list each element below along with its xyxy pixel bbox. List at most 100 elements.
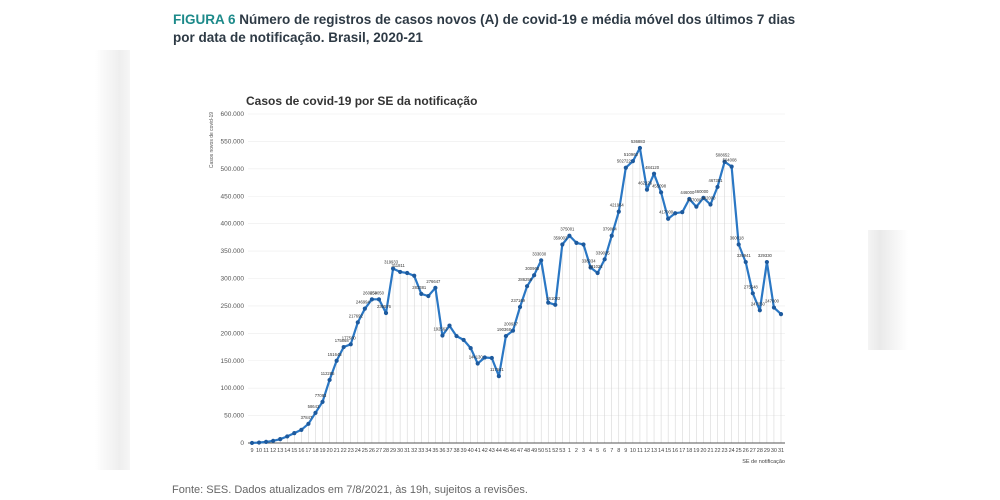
x-tick-label: 39 (461, 448, 467, 454)
x-tick-label: 40 (468, 448, 474, 454)
y-tick-labels: 0 50.000 100.000 150.000 200.000 250.000 300.0… (221, 111, 245, 447)
data-point (764, 259, 769, 265)
x-tick-label: 7 (610, 448, 613, 454)
data-label: 144130 (469, 354, 484, 359)
data-point (299, 427, 304, 432)
x-tick-label: 4 (589, 448, 592, 454)
data-label: 117641 (490, 367, 504, 372)
x-tick-label: 24 (729, 448, 735, 454)
data-point (320, 399, 325, 404)
source-note: Fonte: SES. Dados atualizados em 7/8/202… (172, 484, 528, 496)
y-tick-label: 550.000 (221, 138, 245, 145)
data-point (376, 297, 382, 302)
data-point (757, 308, 762, 313)
data-label: 200937 (504, 322, 519, 327)
x-tick-label: 27 (376, 448, 382, 454)
x-tick-label: 17 (305, 448, 311, 454)
data-point (433, 285, 438, 290)
data-label: 151645 (328, 352, 343, 357)
x-tick-label: 8 (617, 448, 620, 454)
data-label: 329330 (758, 253, 773, 258)
data-point (475, 361, 480, 366)
data-label: 58643 (308, 404, 320, 409)
data-point (588, 265, 593, 270)
x-tick-label: 13 (277, 448, 283, 454)
data-label: 437000 (687, 198, 702, 203)
data-label: 446000 (680, 190, 695, 195)
x-tick-label: 45 (503, 448, 509, 454)
data-label: 421964 (610, 203, 625, 208)
x-tick-label: 20 (327, 448, 333, 454)
x-tick-label: 15 (291, 448, 297, 454)
data-point (398, 269, 403, 275)
data-label: 460000 (694, 189, 709, 194)
data-point (630, 159, 635, 164)
data-point (278, 437, 283, 442)
x-tick-label: 18 (686, 448, 692, 454)
data-point (701, 195, 706, 200)
x-tick-label: 42 (482, 448, 488, 454)
data-point (341, 344, 346, 350)
x-tick-label: 53 (559, 448, 565, 454)
data-point (581, 242, 586, 247)
data-label: 467381 (709, 178, 724, 183)
x-tick-label: 31 (404, 448, 410, 454)
data-point (722, 159, 727, 164)
data-point (390, 266, 396, 271)
data-point (602, 257, 607, 262)
x-tick-label: 36 (439, 448, 445, 454)
data-label: 259050 (370, 290, 385, 295)
data-label: 300968 (525, 266, 540, 271)
x-tick-label: 33 (418, 448, 424, 454)
x-tick-label: 46 (510, 448, 516, 454)
y-tick-label: 500.000 (221, 166, 245, 173)
y-axis-label: Casos novos de covid-19 (209, 112, 215, 168)
data-point (264, 439, 269, 445)
x-tick-label: 12 (270, 448, 276, 454)
data-point (510, 328, 516, 333)
y-tick-label: 200.000 (221, 330, 245, 337)
x-tick-label: 31 (778, 448, 784, 454)
x-tick-label: 17 (679, 448, 685, 454)
data-point (673, 211, 678, 216)
data-point (419, 291, 424, 296)
y-tick-label: 100.000 (221, 385, 245, 392)
x-tick-label: 29 (764, 448, 770, 454)
x-tick-label: 22 (341, 448, 347, 454)
x-tick-label: 43 (489, 448, 495, 454)
x-tick-label: 32 (411, 448, 417, 454)
x-tick-label: 27 (750, 448, 756, 454)
drop-lines (251, 147, 782, 443)
data-point (285, 434, 290, 439)
data-label: 177500 (342, 335, 357, 340)
data-label: 286299 (518, 277, 533, 282)
x-tick-label: 52 (552, 448, 558, 454)
x-tick-label: 21 (707, 448, 713, 454)
x-tick-labels: 9 10 11 12 13 14 15 16 17 18 19 20 21 22 23 24 25 26 27 28 2… (250, 448, 784, 454)
x-tick-label: 21 (334, 448, 340, 454)
data-point (334, 358, 339, 363)
x-tick-label: 28 (383, 448, 389, 454)
data-label: 237169 (511, 298, 526, 303)
y-tick-label: 0 (240, 440, 244, 447)
x-tick-label: 25 (362, 448, 368, 454)
data-point (447, 323, 452, 328)
data-point (461, 337, 466, 343)
y-tick-label: 450.000 (221, 193, 245, 200)
x-tick-label: 44 (496, 448, 502, 454)
x-tick-label: 30 (397, 448, 403, 454)
x-tick-label: 24 (355, 448, 361, 454)
data-label: 331024 (589, 264, 604, 269)
figure-label: FIGURA 6 (173, 12, 236, 27)
x-tick-label: 26 (369, 448, 375, 454)
x-tick-label: 35 (432, 448, 438, 454)
data-label: 37847 (301, 415, 313, 420)
x-tick-label: 41 (475, 448, 481, 454)
data-point (750, 291, 755, 296)
x-tick-label: 38 (453, 448, 459, 454)
x-axis-label: SE de notificação (742, 459, 785, 465)
data-point (383, 310, 389, 316)
data-point (553, 302, 558, 307)
data-point (249, 440, 255, 446)
data-point (489, 355, 494, 361)
